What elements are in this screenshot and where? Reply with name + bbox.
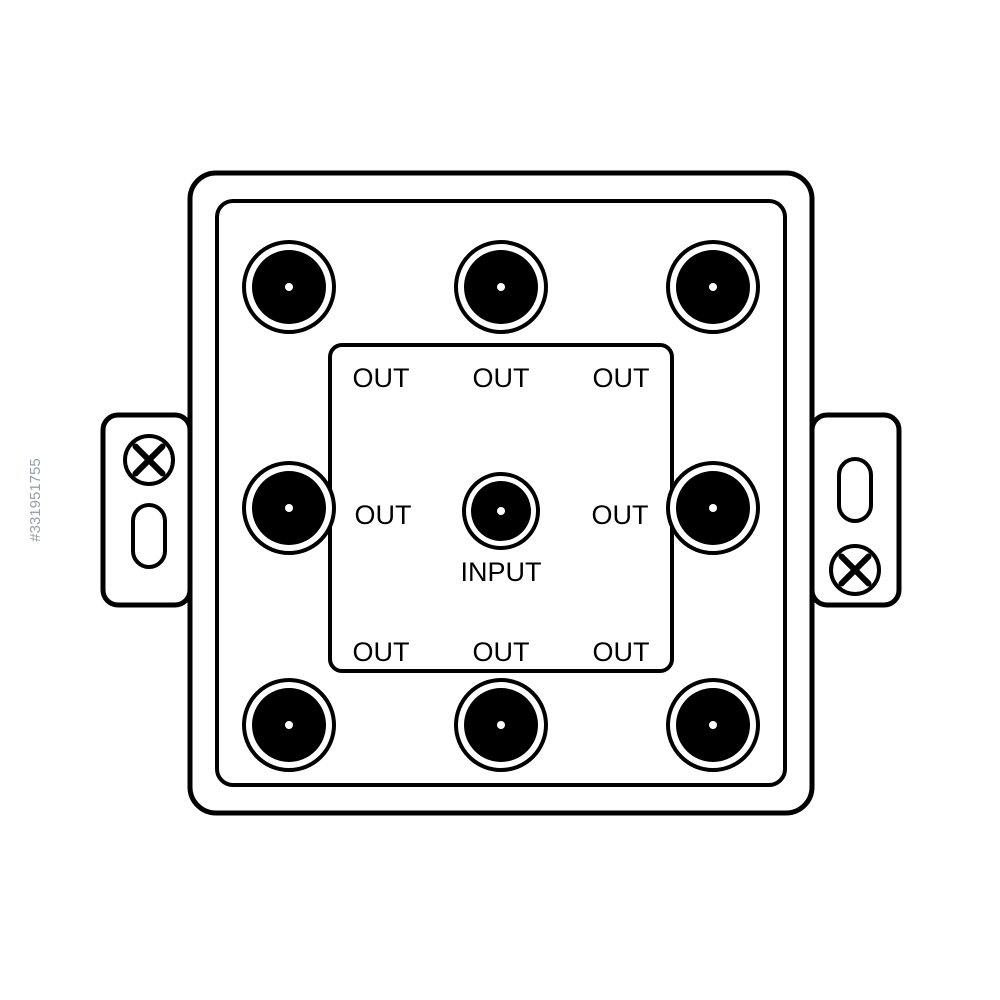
port-out-6-pin [285,721,293,729]
label-out-bottom-3: OUT [593,637,650,667]
port-out-6 [244,680,334,770]
port-out-8 [668,680,758,770]
port-out-2 [456,242,546,332]
port-out-4 [244,463,334,553]
label-input: INPUT [461,557,542,587]
port-out-7-pin [497,721,505,729]
port-out-3 [668,242,758,332]
label-out-bottom-2: OUT [473,637,530,667]
port-out-1-pin [285,283,293,291]
port-out-1 [244,242,334,332]
port-out-2-pin [497,283,505,291]
mount-tab-right [812,415,899,605]
label-out-mid-right: OUT [592,500,649,530]
label-out-top-1: OUT [353,363,410,393]
splitter-diagram: OUT OUT OUT OUT OUT INPUT OUT OUT OUT #331951755 [0,0,1000,1000]
label-out-mid-left: OUT [355,500,412,530]
label-out-bottom-1: OUT [353,637,410,667]
label-out-top-3: OUT [593,363,650,393]
port-out-5 [668,463,758,553]
port-input [464,474,538,548]
port-out-5-pin [709,504,717,512]
port-out-8-pin [709,721,717,729]
port-out-4-pin [285,504,293,512]
label-out-top-2: OUT [473,363,530,393]
watermark-text: #331951755 [27,458,44,541]
port-out-7 [456,680,546,770]
port-out-3-pin [709,283,717,291]
mount-tab-left [103,415,190,605]
port-input-pin [497,507,505,515]
